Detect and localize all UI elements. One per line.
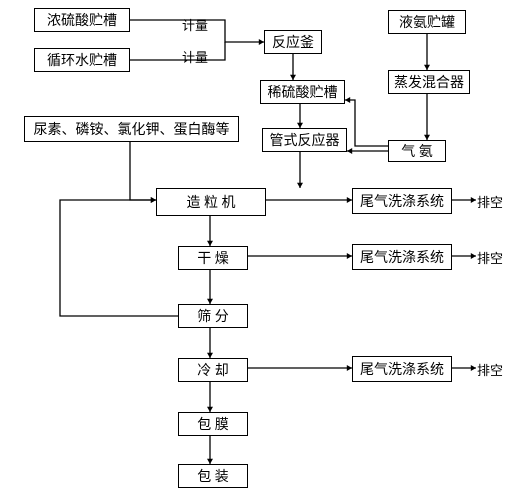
node-label: 干 燥 bbox=[197, 248, 229, 268]
node-label: 液氨贮罐 bbox=[399, 12, 455, 32]
label-text: 排空 bbox=[477, 363, 503, 378]
node-label: 尾气洗涤系统 bbox=[360, 247, 444, 267]
node-label: 尾气洗涤系统 bbox=[360, 359, 444, 379]
label-meter1: 计量 bbox=[182, 15, 208, 34]
node-label: 包 膜 bbox=[197, 414, 229, 434]
node-label: 蒸发混合器 bbox=[394, 72, 464, 92]
node-offgas3: 尾气洗涤系统 bbox=[352, 356, 452, 382]
node-offgas2: 尾气洗涤系统 bbox=[352, 244, 452, 270]
node-label: 浓硫酸贮槽 bbox=[47, 10, 117, 30]
label-text: 排空 bbox=[477, 251, 503, 266]
label-vent1: 排空 bbox=[477, 192, 503, 211]
node-offgas1: 尾气洗涤系统 bbox=[352, 188, 452, 214]
label-text: 计量 bbox=[182, 50, 208, 65]
node-label: 尾气洗涤系统 bbox=[360, 191, 444, 211]
label-vent3: 排空 bbox=[477, 360, 503, 379]
node-label: 气 氨 bbox=[401, 141, 433, 161]
node-tube-reactor: 管式反应器 bbox=[262, 128, 347, 152]
node-granulator: 造 粒 机 bbox=[156, 188, 266, 216]
node-label: 反应釜 bbox=[272, 32, 314, 52]
node-liq-nh3-tank: 液氨贮罐 bbox=[388, 10, 466, 34]
label-meter2: 计量 bbox=[182, 47, 208, 66]
label-text: 计量 bbox=[182, 18, 208, 33]
node-recycle-water: 循环水贮槽 bbox=[34, 48, 130, 72]
node-coating: 包 膜 bbox=[178, 412, 248, 436]
node-label: 尿素、磷铵、氯化钾、蛋白酶等 bbox=[34, 119, 230, 139]
node-sieve: 筛 分 bbox=[178, 304, 248, 328]
node-label: 冷 却 bbox=[197, 360, 229, 380]
node-conc-h2so4-tank: 浓硫酸贮槽 bbox=[34, 8, 130, 32]
node-dil-h2so4-tank: 稀硫酸贮槽 bbox=[260, 80, 345, 104]
node-label: 管式反应器 bbox=[270, 130, 340, 150]
node-label: 稀硫酸贮槽 bbox=[268, 82, 338, 102]
node-cooler: 冷 却 bbox=[178, 358, 248, 382]
label-vent2: 排空 bbox=[477, 248, 503, 267]
node-reactor: 反应釜 bbox=[264, 30, 322, 54]
node-label: 循环水贮槽 bbox=[47, 50, 117, 70]
node-packing: 包 装 bbox=[178, 464, 248, 488]
node-label: 造 粒 机 bbox=[187, 192, 236, 212]
node-ingredients: 尿素、磷铵、氯化钾、蛋白酶等 bbox=[24, 116, 239, 142]
node-dryer: 干 燥 bbox=[178, 246, 248, 270]
label-text: 排空 bbox=[477, 195, 503, 210]
node-label: 筛 分 bbox=[197, 306, 229, 326]
node-evap-mixer: 蒸发混合器 bbox=[388, 70, 470, 94]
node-gas-nh3: 气 氨 bbox=[388, 140, 446, 162]
node-label: 包 装 bbox=[197, 466, 229, 486]
